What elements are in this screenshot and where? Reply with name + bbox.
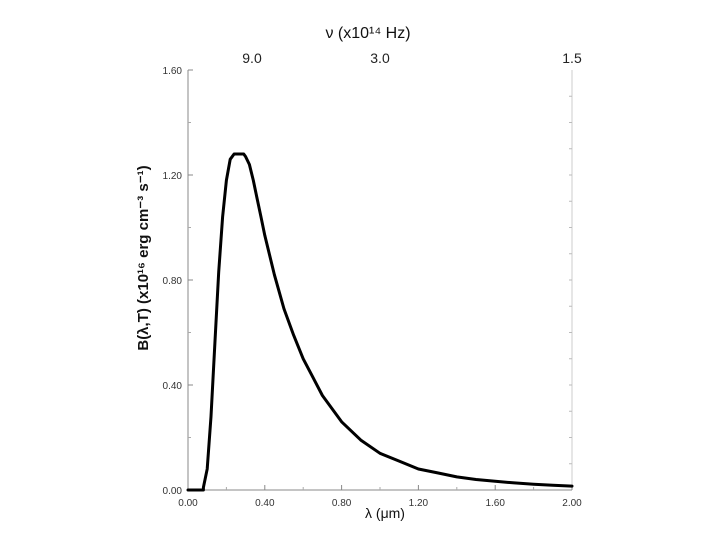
x-tick-label: 1.60 <box>485 498 505 509</box>
top-tick-label: 9.0 <box>242 50 262 66</box>
x-tick-label: 2.00 <box>562 498 582 509</box>
x-axis-label: λ (μm) <box>365 505 405 521</box>
y-tick-label: 1.60 <box>163 66 183 77</box>
x-tick-label: 0.80 <box>332 498 352 509</box>
top-ticks: 9.0 3.0 1.5 <box>242 50 582 66</box>
series-line <box>186 152 574 492</box>
plot-frame <box>187 70 573 491</box>
y-tick-label: 0.00 <box>163 486 183 497</box>
right-minor-ticks <box>569 95 572 465</box>
top-axis-label: ν (x10¹⁴ Hz) <box>325 25 410 42</box>
x-tick-label: 0.00 <box>178 498 198 509</box>
y-axis-label: B(λ,T) (x10¹⁶ erg cm⁻³ s⁻¹) <box>135 165 152 350</box>
x-tick-label: 1.20 <box>409 498 429 509</box>
x-ticks: 0.00 0.40 0.80 1.20 1.60 2.00 <box>178 485 582 509</box>
top-tick-label: 1.5 <box>562 50 582 66</box>
y-ticks: 0.00 0.40 0.80 1.20 1.60 <box>163 66 193 497</box>
x-tick-label: 0.40 <box>255 498 275 509</box>
y-tick-label: 1.20 <box>163 171 183 182</box>
top-tick-label: 3.0 <box>370 50 390 66</box>
y-tick-label: 0.80 <box>163 276 183 287</box>
y-tick-label: 0.40 <box>163 381 183 392</box>
